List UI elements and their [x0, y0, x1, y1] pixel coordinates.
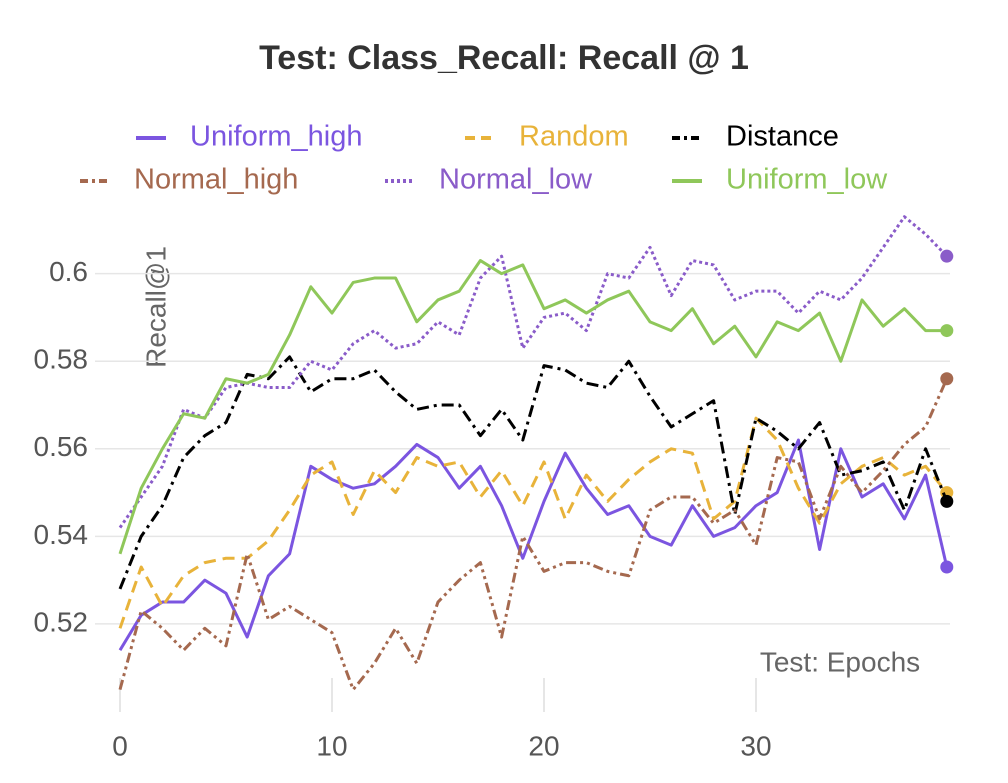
y-tick-label: 0.54 [34, 519, 89, 550]
legend-label: Normal_high [134, 164, 298, 196]
chart-title: Test: Class_Recall: Recall @ 1 [259, 39, 749, 77]
series-line [118, 215, 948, 529]
series-line [118, 259, 947, 555]
x-tick-label: 10 [316, 730, 347, 761]
end-point [940, 324, 954, 338]
x-tick-label: 0 [112, 730, 128, 761]
x-axis-label: Test: Epochs [760, 646, 920, 677]
series-line [118, 378, 949, 692]
y-tick-label: 0.58 [34, 344, 89, 375]
series-line [118, 438, 949, 651]
legend-label: Distance [726, 121, 839, 153]
y-axis-label: Recall@1 [140, 246, 171, 368]
legend-label: Uniform_high [190, 121, 362, 153]
legend-label: Normal_low [439, 164, 593, 196]
y-tick-label: 0.56 [34, 431, 89, 462]
end-point [940, 249, 954, 263]
legend-label: Uniform_low [726, 164, 888, 196]
y-tick-label: 0.6 [49, 256, 88, 287]
end-point [940, 372, 954, 386]
series-line [118, 416, 948, 629]
x-tick-label: 20 [528, 730, 559, 761]
x-tick-label: 30 [740, 730, 771, 761]
legend-label: Random [519, 121, 629, 153]
end-point [940, 560, 954, 574]
y-tick-label: 0.52 [34, 606, 89, 637]
series-line [118, 355, 949, 590]
end-point [940, 494, 954, 508]
